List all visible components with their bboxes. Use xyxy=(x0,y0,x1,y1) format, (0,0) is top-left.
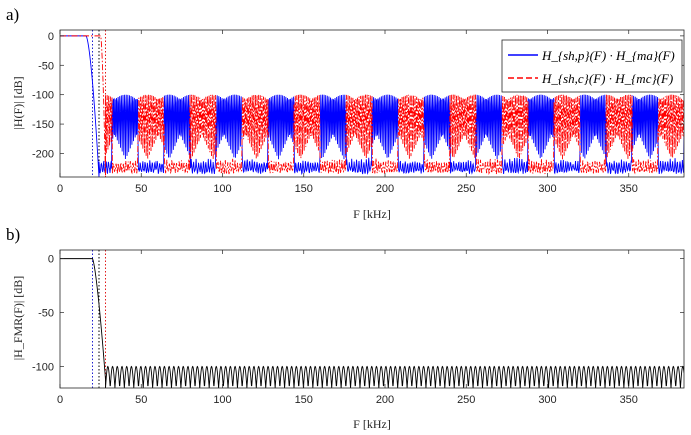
y-tick-label: -100 xyxy=(32,361,54,373)
x-tick-label: 0 xyxy=(57,183,63,195)
plot-a-xlabel: F [kHz] xyxy=(353,207,391,221)
plot-a: 0 50 100 150 200 250 300 350 0 -50 -100 -150 -200 F … xyxy=(11,29,685,221)
legend-box xyxy=(501,39,683,93)
y-tick-label: -50 xyxy=(38,308,54,320)
plot-a-ticks: 0 50 100 150 200 250 300 350 0 -50 -100 -150 -200 xyxy=(32,30,684,195)
x-tick-label: 200 xyxy=(376,394,394,406)
y-tick-label: -100 xyxy=(32,90,54,102)
plot-b-ticks: 0 50 100 150 200 250 300 350 0 -50 -100 xyxy=(32,250,684,406)
x-tick-label: 300 xyxy=(538,394,556,406)
y-tick-label: 0 xyxy=(48,31,54,43)
y-tick-label: -150 xyxy=(32,119,54,131)
x-tick-label: 250 xyxy=(457,394,475,406)
plot-a-frame xyxy=(59,29,685,178)
legend-entry-2: H_{sh,c}(F) · H_{mc}(F) xyxy=(541,71,673,86)
x-tick-label: 50 xyxy=(135,394,147,406)
x-tick-label: 250 xyxy=(457,183,475,195)
series-1-line xyxy=(60,258,684,388)
x-tick-label: 100 xyxy=(213,394,231,406)
series-2-line xyxy=(60,35,684,177)
plot-a-ylabel: |H(F)| [dB] xyxy=(11,76,25,129)
plot-b-xlabel: F [kHz] xyxy=(353,417,391,431)
plot-b-ylabel: |H_FMR(F)| [dB] xyxy=(11,276,25,360)
x-tick-label: 50 xyxy=(135,183,147,195)
x-tick-label: 0 xyxy=(57,394,63,406)
x-tick-label: 150 xyxy=(295,394,313,406)
x-tick-label: 350 xyxy=(620,394,638,406)
plot-b-frame xyxy=(59,249,685,389)
plot-b: 0 50 100 150 200 250 300 350 0 -50 -100 F [kHz] |H… xyxy=(11,249,685,431)
panel-b-label: b) xyxy=(6,225,20,244)
y-tick-label: 0 xyxy=(48,254,54,266)
trace-group xyxy=(60,250,684,388)
plot-b-traces xyxy=(60,250,684,388)
x-tick-label: 350 xyxy=(620,183,638,195)
x-tick-label: 100 xyxy=(213,183,231,195)
x-tick-label: 300 xyxy=(538,183,556,195)
y-tick-label: -200 xyxy=(32,148,54,160)
panel-a-label: a) xyxy=(6,5,19,24)
x-tick-label: 150 xyxy=(295,183,313,195)
series-1-line xyxy=(60,35,684,177)
trace-group xyxy=(60,30,684,177)
y-tick-label: -50 xyxy=(38,60,54,72)
x-tick-label: 200 xyxy=(376,183,394,195)
legend-entry-1: H_{sh,p}(F) · H_{ma}(F) xyxy=(541,48,675,63)
plot-a-traces xyxy=(60,30,684,177)
plot-a-legend: H_{sh,p}(F) · H_{ma}(F) H_{sh,c}(F) · H_… xyxy=(501,39,683,93)
